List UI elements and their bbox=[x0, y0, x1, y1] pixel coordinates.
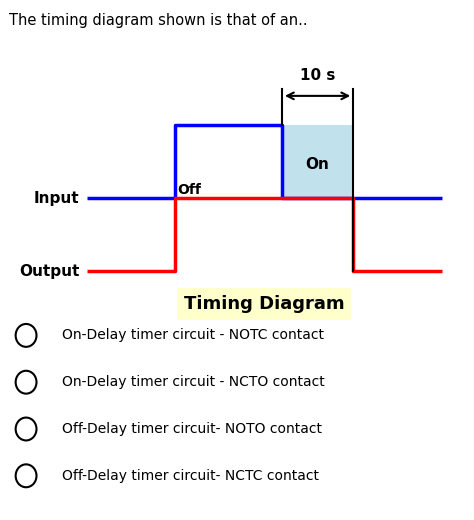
Text: On: On bbox=[306, 158, 329, 173]
Text: On-Delay timer circuit - NOTC contact: On-Delay timer circuit - NOTC contact bbox=[62, 329, 324, 342]
Text: On-Delay timer circuit - NCTO contact: On-Delay timer circuit - NCTO contact bbox=[62, 375, 324, 389]
Text: Input: Input bbox=[34, 191, 79, 206]
Text: Timing Diagram: Timing Diagram bbox=[184, 295, 345, 313]
Text: Off-Delay timer circuit- NCTC contact: Off-Delay timer circuit- NCTC contact bbox=[62, 469, 319, 483]
Text: Off: Off bbox=[177, 183, 201, 197]
Text: The timing diagram shown is that of an..: The timing diagram shown is that of an.. bbox=[9, 13, 308, 28]
Text: Off-Delay timer circuit- NOTO contact: Off-Delay timer circuit- NOTO contact bbox=[62, 422, 322, 436]
Bar bbox=[282, 125, 353, 198]
Text: Output: Output bbox=[19, 264, 79, 279]
Text: 10 s: 10 s bbox=[300, 68, 335, 83]
